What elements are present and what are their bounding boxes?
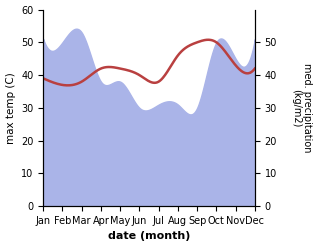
Y-axis label: med. precipitation
(kg/m2): med. precipitation (kg/m2) <box>291 63 313 153</box>
Y-axis label: max temp (C): max temp (C) <box>5 72 16 144</box>
X-axis label: date (month): date (month) <box>108 231 190 242</box>
